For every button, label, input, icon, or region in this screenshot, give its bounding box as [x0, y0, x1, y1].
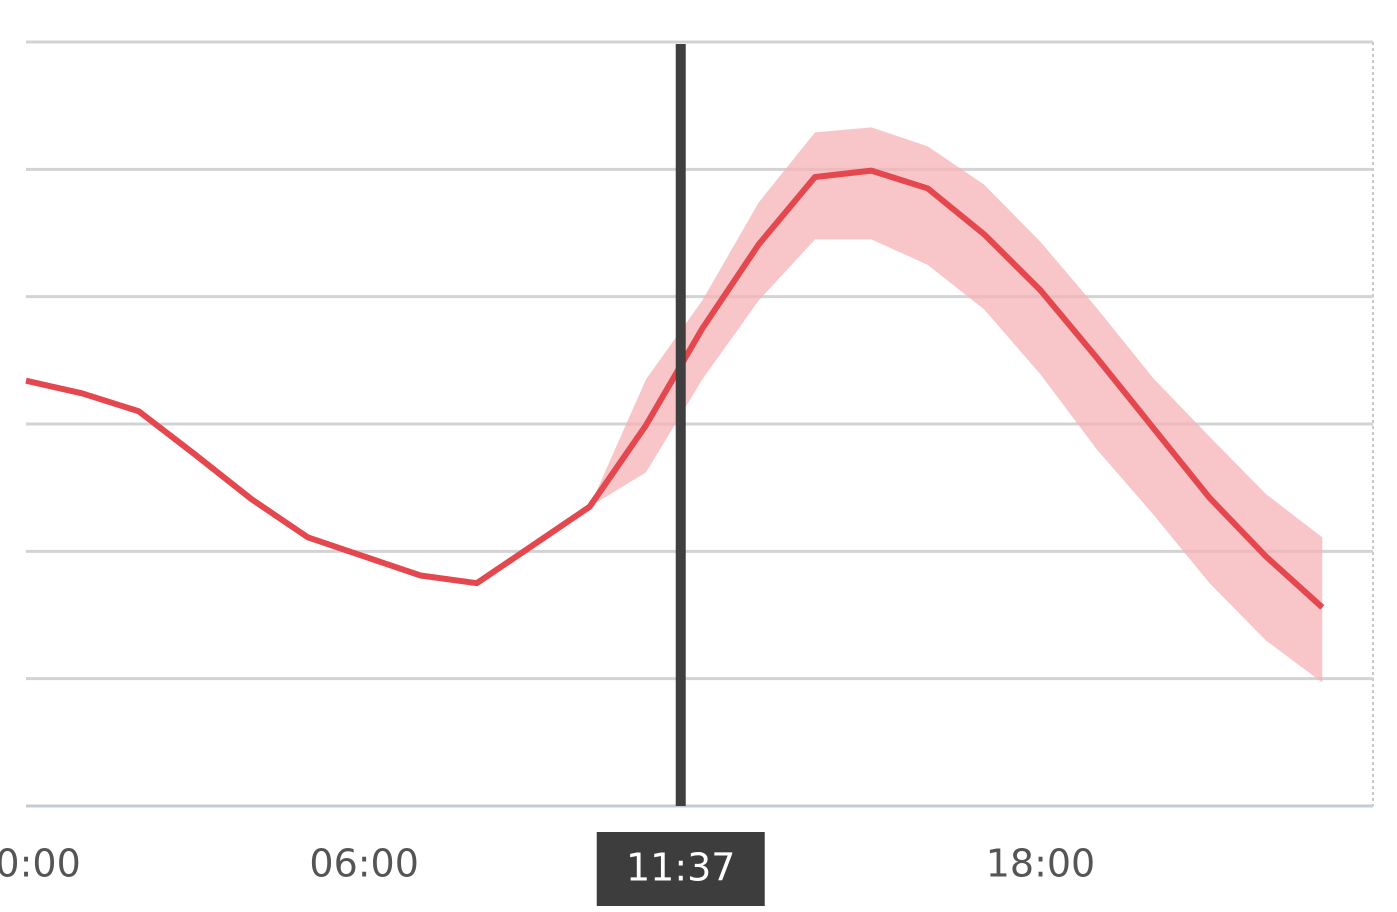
x-tick-label: 06:00	[309, 842, 419, 886]
x-tick-label: 18:00	[986, 842, 1096, 886]
x-tick-label: 00:00	[0, 842, 81, 886]
cursor-label: 11:37	[626, 846, 736, 890]
cursor-label-box	[596, 832, 765, 906]
line	[25, 167, 1325, 610]
confidence-band	[589, 127, 1323, 683]
